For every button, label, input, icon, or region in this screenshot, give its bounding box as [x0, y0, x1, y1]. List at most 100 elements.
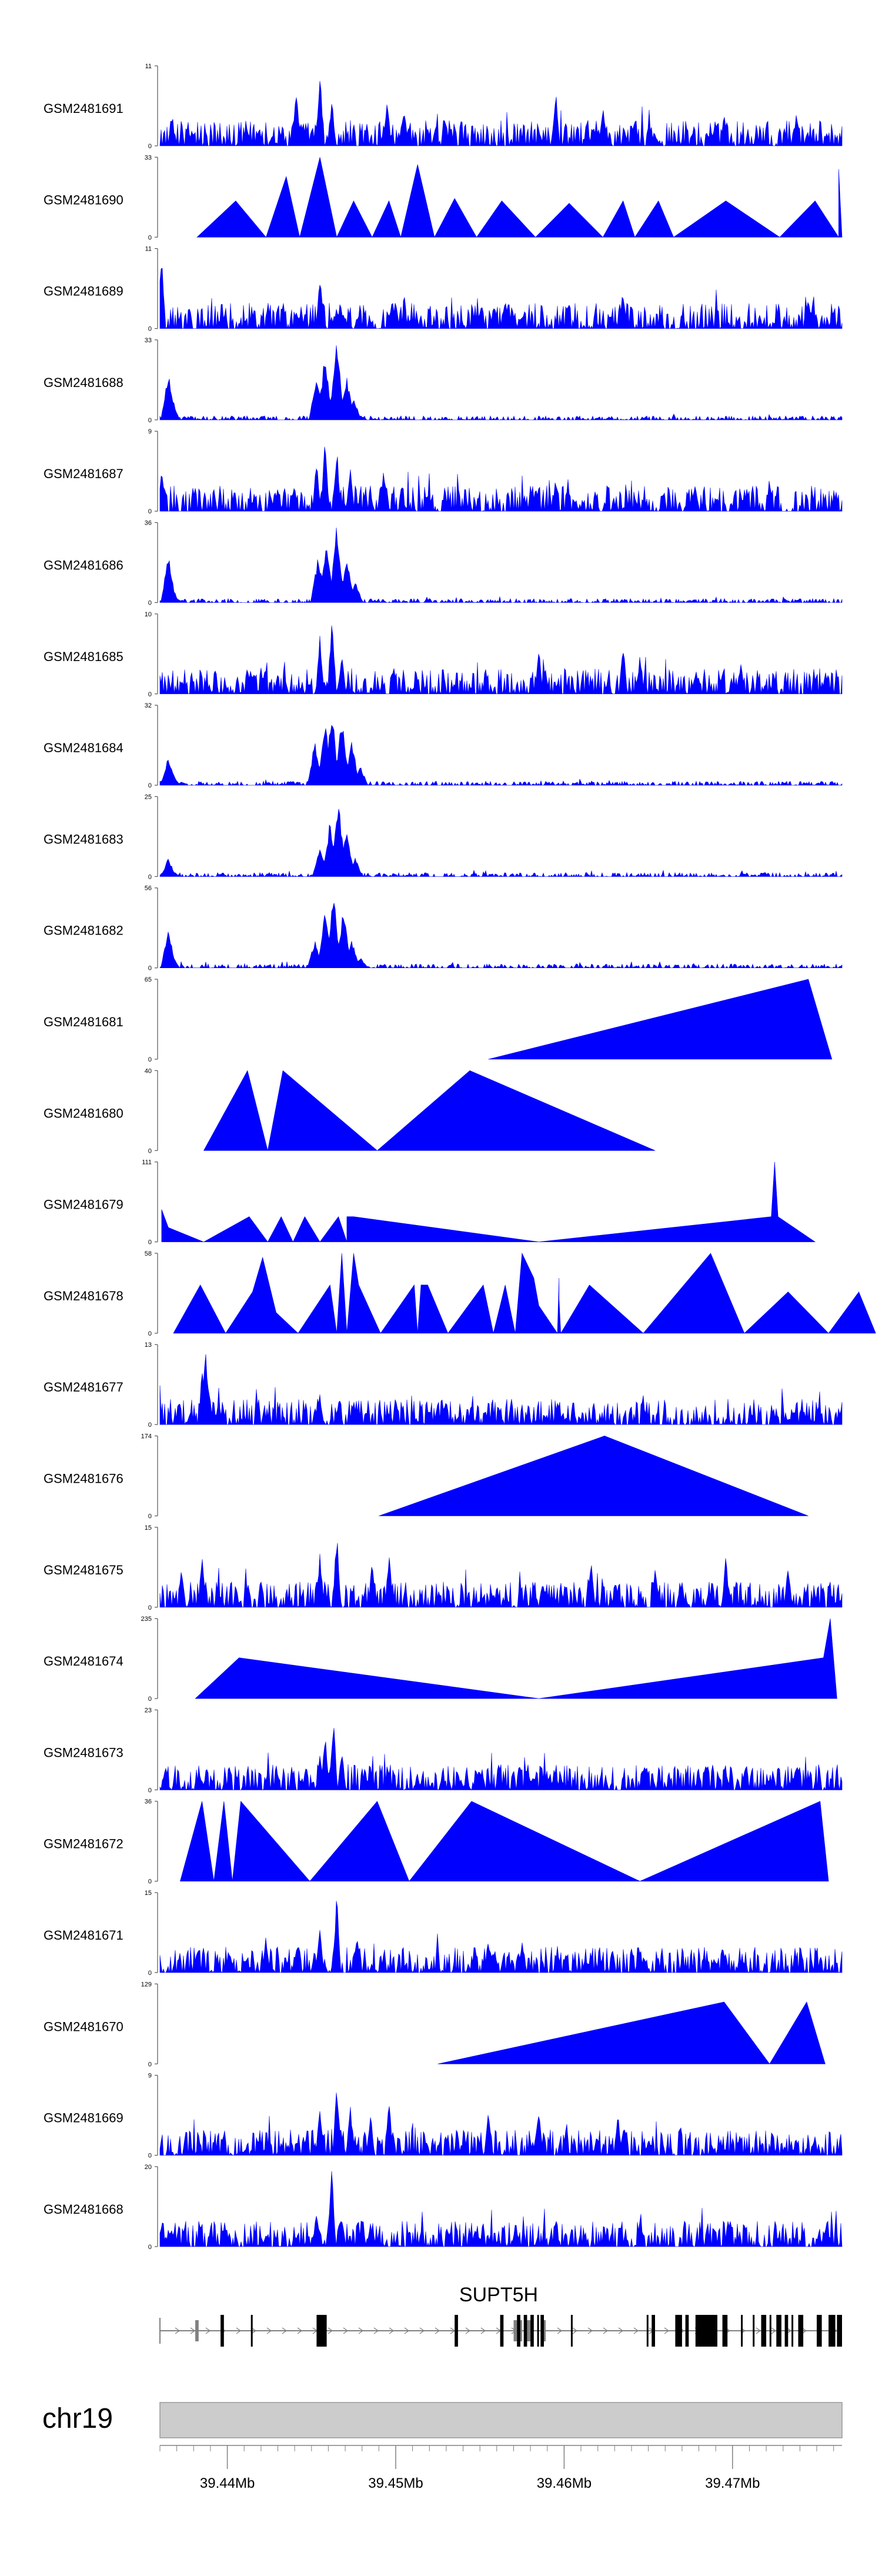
gene-name-label: SUPT5H	[459, 2284, 538, 2306]
track-label: GSM2481673	[44, 1745, 123, 1760]
track-GSM2481677: GSM2481677 13 0	[44, 1342, 843, 1429]
gene-exon	[220, 2315, 224, 2347]
strand-arrow	[771, 2327, 777, 2334]
track-label: GSM2481683	[44, 832, 123, 846]
strand-arrow	[282, 2327, 288, 2334]
coverage-area	[173, 1252, 876, 1334]
track-GSM2481686: GSM2481686 36 0	[44, 520, 843, 607]
coverage-area	[159, 1354, 843, 1426]
y-max-label: 10	[145, 611, 152, 618]
gene-exon	[761, 2315, 767, 2347]
y-max-label: 13	[145, 1342, 152, 1349]
strand-arrow	[465, 2327, 471, 2334]
gene-exon	[250, 2315, 253, 2347]
strand-arrow	[450, 2327, 456, 2334]
gene-exon	[685, 2315, 689, 2347]
strand-arrow	[618, 2327, 624, 2334]
track-label: GSM2481668	[44, 2202, 123, 2217]
gene-exon	[523, 2315, 527, 2347]
y-max-label: 65	[145, 976, 152, 983]
strand-arrow	[343, 2327, 349, 2334]
y-max-label: 11	[145, 246, 152, 253]
chromosome-track: chr19	[42, 2402, 843, 2438]
track-label: GSM2481672	[44, 1837, 123, 1851]
track-label: GSM2481675	[44, 1563, 123, 1577]
coverage-area	[159, 625, 843, 695]
y-min-label: 0	[148, 691, 152, 698]
gene-exon	[741, 2315, 743, 2347]
coverage-area	[159, 2093, 843, 2156]
gene-exon	[784, 2315, 789, 2347]
coverage-area	[437, 2001, 826, 2064]
gene-exon	[753, 2315, 755, 2347]
y-max-label: 11	[145, 63, 152, 70]
coverage-area	[159, 2171, 843, 2247]
coverage-area	[159, 809, 843, 877]
coverage-area	[203, 1070, 656, 1151]
strand-arrow	[190, 2327, 196, 2334]
y-max-label: 40	[145, 1067, 152, 1075]
track-GSM2481681: GSM2481681 65 0	[44, 976, 833, 1063]
track-label: GSM2481684	[44, 740, 123, 755]
chromosome-ideogram	[159, 2402, 843, 2438]
y-max-label: 9	[148, 428, 152, 435]
track-label: GSM2481690	[44, 192, 123, 207]
gene-exon	[828, 2315, 836, 2347]
genome-axis: 39.44Mb 39.45Mb 39.46Mb 39.47Mb	[159, 2445, 842, 2491]
y-min-label: 0	[148, 326, 152, 333]
track-GSM2481679: GSM2481679 111 0	[44, 1159, 816, 1246]
coverage-area	[159, 81, 843, 147]
track-GSM2481669: GSM2481669 9 0	[44, 2073, 843, 2160]
track-label: GSM2481679	[44, 1197, 123, 1212]
gene-exon	[455, 2315, 458, 2347]
gene-exon	[722, 2315, 728, 2347]
gene-exon	[500, 2315, 504, 2347]
track-GSM2481672: GSM2481672 36 0	[44, 1798, 829, 1886]
y-max-label: 129	[141, 1981, 152, 1988]
axis-tick-label: 39.46Mb	[537, 2475, 592, 2491]
strand-arrow	[786, 2327, 792, 2334]
gene-exon	[517, 2315, 520, 2347]
gene-utr	[527, 2320, 531, 2341]
strand-arrow	[557, 2327, 563, 2334]
track-GSM2481690: GSM2481690 33 0	[44, 154, 843, 241]
y-min-label: 0	[148, 417, 152, 424]
track-GSM2481683: GSM2481683 25 0	[44, 793, 843, 880]
track-label: GSM2481687	[44, 466, 123, 481]
track-label: GSM2481681	[44, 1015, 123, 1029]
y-min-label: 0	[148, 1696, 152, 1703]
track-GSM2481676: GSM2481676 174 0	[44, 1433, 808, 1520]
y-min-label: 0	[148, 2153, 152, 2160]
axis-tick-label: 39.47Mb	[705, 2475, 760, 2491]
y-min-label: 0	[148, 143, 152, 150]
coverage-area	[159, 725, 843, 786]
y-max-label: 36	[145, 520, 152, 527]
y-min-label: 0	[148, 2061, 152, 2068]
y-max-label: 9	[148, 2073, 152, 2080]
coverage-area	[180, 1800, 829, 1882]
gene-exon	[798, 2315, 804, 2347]
gene-exon	[646, 2315, 649, 2347]
axis-tick-label: 39.45Mb	[368, 2475, 423, 2491]
coverage-area	[159, 1543, 843, 1608]
track-GSM2481684: GSM2481684 32 0	[44, 702, 843, 789]
coverage-area	[159, 528, 843, 603]
track-label: GSM2481689	[44, 284, 123, 299]
y-min-label: 0	[148, 1056, 152, 1063]
y-min-label: 0	[148, 234, 152, 241]
y-max-label: 32	[145, 702, 152, 709]
strand-arrow	[205, 2327, 211, 2334]
y-min-label: 0	[148, 1330, 152, 1337]
coverage-area	[161, 1162, 816, 1243]
strand-arrow	[389, 2327, 395, 2334]
strand-arrow	[480, 2327, 486, 2334]
track-GSM2481671: GSM2481671 15 0	[44, 1890, 843, 1977]
track-GSM2481678: GSM2481678 58 0	[44, 1250, 876, 1337]
track-label: GSM2481678	[44, 1289, 123, 1303]
track-label: GSM2481685	[44, 649, 123, 664]
track-GSM2481687: GSM2481687 9 0	[44, 428, 843, 515]
coverage-area	[488, 979, 833, 1060]
y-min-label: 0	[148, 1787, 152, 1794]
y-max-label: 174	[141, 1433, 152, 1440]
